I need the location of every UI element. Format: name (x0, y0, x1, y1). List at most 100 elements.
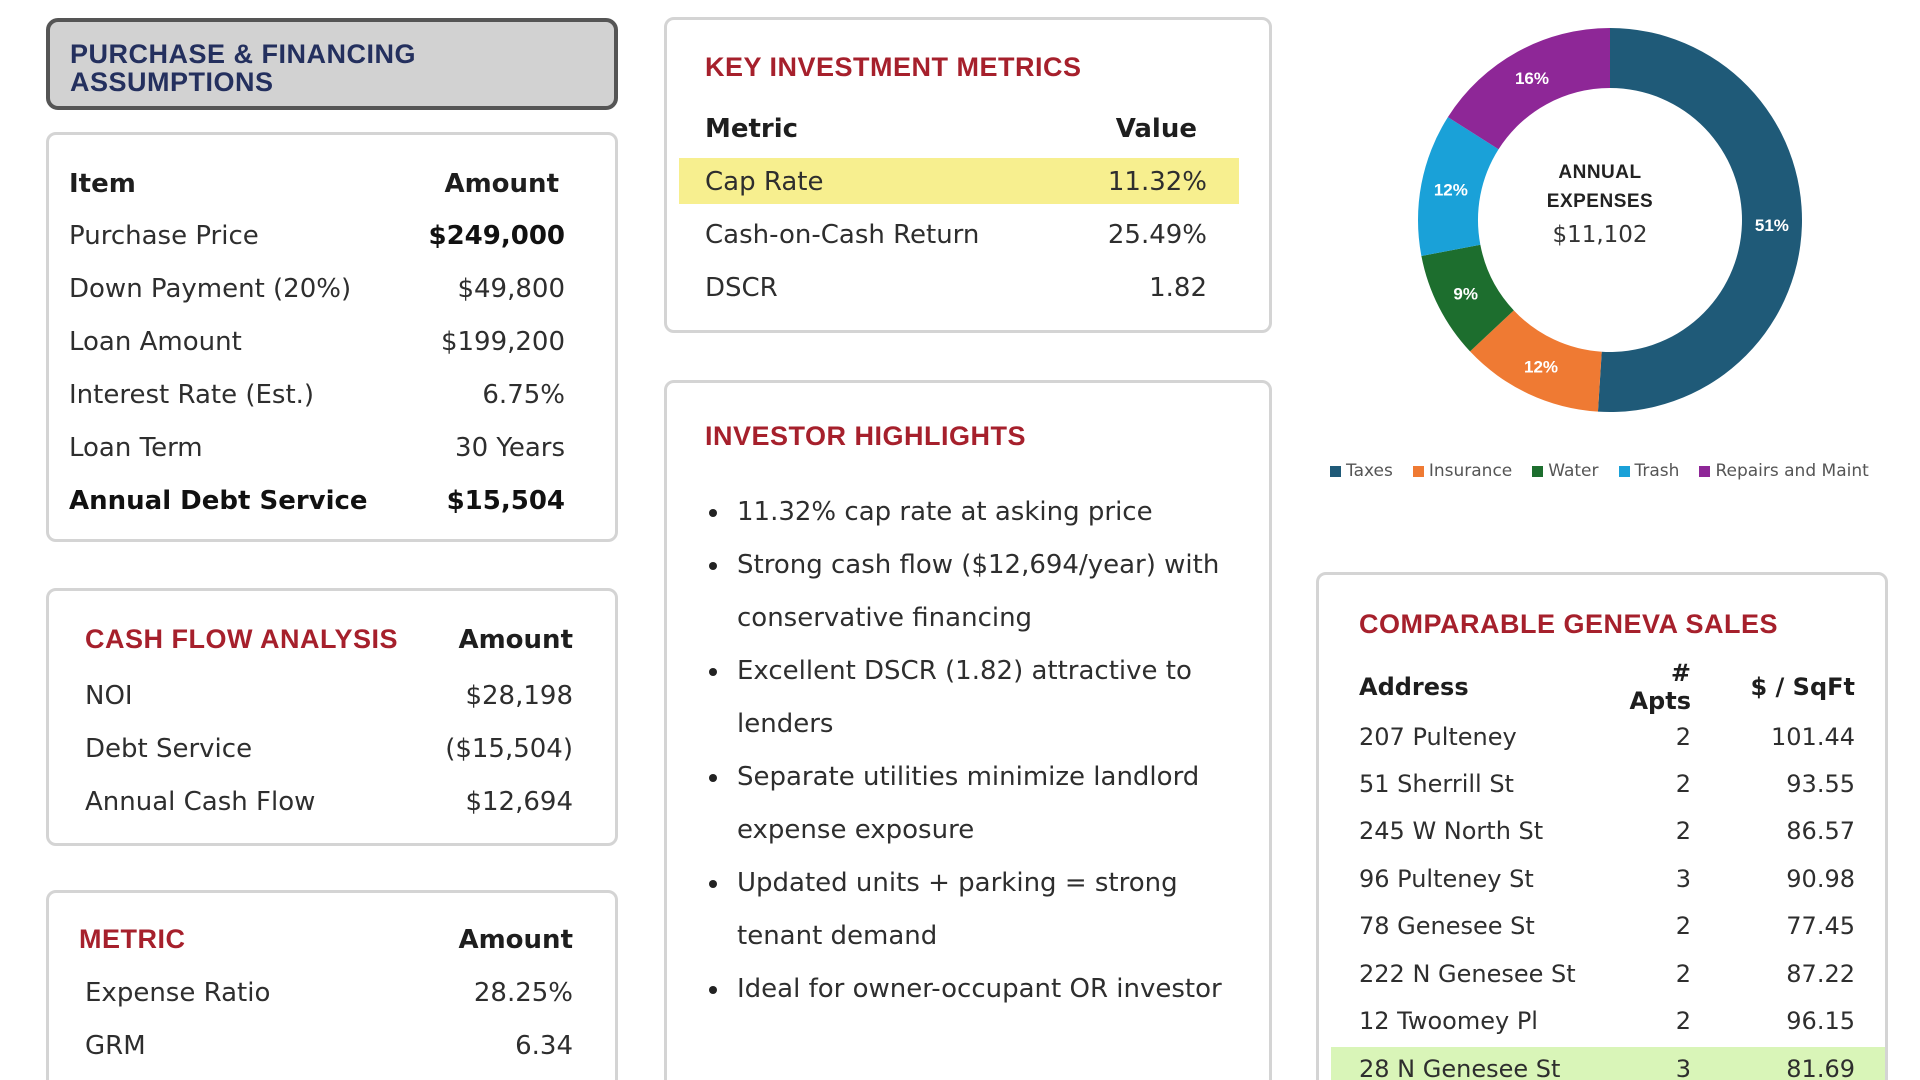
legend-swatch (1618, 465, 1630, 477)
apts-cell: 2 (1675, 816, 1691, 845)
apts-cell: 2 (1675, 1006, 1691, 1035)
chart-legend: Taxes Insurance Water Trash Repairs and … (1330, 461, 1869, 481)
legend-label: Water (1548, 461, 1599, 481)
table-header-row: Item Amount (69, 157, 565, 210)
purchase-financing-title-line2: ASSUMPTIONS (70, 67, 274, 97)
row-label: Cash-on-Cash Return (705, 219, 980, 250)
legend-label: Taxes (1346, 461, 1393, 481)
investor-highlights-title: INVESTOR HIGHLIGHTS (705, 421, 1027, 451)
table-row: Annual Cash Flow $12,694 (85, 775, 573, 828)
purchase-financing-title-line1: PURCHASE & FINANCING (70, 39, 417, 69)
table-header-row: METRIC Amount (79, 913, 573, 966)
cash-flow-title: CASH FLOW ANALYSIS (85, 624, 399, 654)
table-row: DSCR 1.82 (705, 261, 1207, 314)
donut-center-line2: EXPENSES (1546, 191, 1654, 212)
legend-swatch (1532, 465, 1544, 477)
address-cell: 28 N Genesee St (1359, 1054, 1561, 1080)
highlights-list: 11.32% cap rate at asking price Strong c… (709, 486, 1237, 1016)
address-cell: 207 Pulteney (1359, 722, 1517, 751)
highlighted-row-background (1331, 1047, 1885, 1080)
donut-slice-trash (1418, 117, 1499, 256)
table-row: Cash-on-Cash Return 25.49% (705, 208, 1207, 261)
donut-center-value: $11,102 (1552, 222, 1648, 248)
legend-item: Taxes (1330, 461, 1393, 481)
donut-data-label: 9% (1453, 285, 1478, 304)
donut-center-label: ANNUAL EXPENSES $11,102 (1500, 158, 1700, 248)
apts-cell: 3 (1675, 864, 1691, 893)
row-label: Loan Amount (69, 326, 242, 357)
column-header-value: Value (1115, 113, 1197, 144)
address-cell: 78 Genesee St (1359, 911, 1535, 940)
table-header-row: CASH FLOW ANALYSIS Amount (85, 613, 573, 666)
row-label: Expense Ratio (85, 977, 271, 1008)
metric-card: METRIC Amount Expense Ratio 28.25% GRM 6… (46, 890, 618, 1080)
comparable-sales-title: COMPARABLE GENEVA SALES (1359, 609, 1779, 639)
table-row: Loan Amount $199,200 (69, 315, 565, 368)
column-header-amount: Amount (458, 624, 573, 655)
row-value: 1.82 (1149, 272, 1207, 303)
row-value: $15,504 (446, 485, 565, 516)
row-label: Annual Cash Flow (85, 786, 316, 817)
row-label: Loan Term (69, 432, 203, 463)
list-item: Ideal for owner-occupant OR investor (709, 963, 1237, 1016)
table-row: Interest Rate (Est.) 6.75% (69, 368, 565, 421)
donut-slice-repairs-and-maint (1447, 28, 1610, 150)
price-per-sqft-cell: 77.45 (1786, 911, 1855, 940)
table-row: 12 Twoomey Pl 2 96.15 (1359, 997, 1855, 1045)
table-row: 222 N Genesee St 2 87.22 (1359, 950, 1855, 998)
list-item: Strong cash flow ($12,694/year) with con… (709, 539, 1237, 645)
list-item: Excellent DSCR (1.82) attractive to lend… (709, 645, 1237, 751)
legend-label: Trash (1634, 461, 1680, 481)
price-per-sqft-cell: 93.55 (1786, 769, 1855, 798)
row-value: $49,800 (457, 273, 565, 304)
price-per-sqft-cell: 96.15 (1786, 1006, 1855, 1035)
row-label: NOI (85, 680, 133, 711)
table-row: Loan Term 30 Years (69, 421, 565, 474)
annual-expenses-donut-chart: 51% 12% 9% 12% 16% (1400, 10, 1820, 430)
address-cell: 96 Pulteney St (1359, 864, 1534, 893)
donut-slice-taxes (1597, 28, 1802, 412)
table-row: 245 W North St 2 86.57 (1359, 807, 1855, 855)
list-item: Updated units + parking = strong tenant … (709, 857, 1237, 963)
purchase-financing-table: Item Amount Purchase Price $249,000 Down… (46, 132, 618, 542)
row-value: 30 Years (455, 432, 565, 463)
row-label: Cap Rate (705, 166, 824, 197)
donut-data-label: 12% (1434, 181, 1468, 200)
donut-center-line1: ANNUAL (1558, 162, 1642, 183)
apts-cell: 2 (1675, 911, 1691, 940)
apts-cell: 2 (1675, 769, 1691, 798)
apts-cell: 2 (1675, 959, 1691, 988)
table-header-row: Metric Value (705, 102, 1207, 155)
row-value: 11.32% (1107, 166, 1207, 197)
list-item: 11.32% cap rate at asking price (709, 486, 1237, 539)
legend-swatch (1330, 465, 1341, 477)
legend-swatch (1412, 465, 1424, 477)
donut-data-label: 12% (1524, 358, 1558, 377)
price-per-sqft-cell: 101.44 (1771, 722, 1855, 751)
cap-rate-highlight (679, 158, 1239, 204)
table-row: 28 N Genesee St 3 81.69 (1359, 1045, 1855, 1080)
donut-slice-insurance (1470, 310, 1602, 412)
table-row: 78 Genesee St 2 77.45 (1359, 902, 1855, 950)
price-per-sqft-cell: 86.57 (1786, 816, 1855, 845)
row-label: DSCR (705, 272, 778, 303)
row-value: 6.75% (482, 379, 565, 410)
table-row: GRM 6.34 (85, 1019, 573, 1072)
metric-title: METRIC (79, 924, 186, 954)
address-cell: 12 Twoomey Pl (1359, 1006, 1538, 1035)
column-header-price-per-sqft: $ / SqFt (1750, 672, 1855, 701)
purchase-financing-header: PURCHASE & FINANCING ASSUMPTIONS (46, 18, 618, 110)
row-label: GRM (85, 1030, 146, 1061)
row-label: Annual Debt Service (69, 485, 368, 516)
row-value: $249,000 (428, 220, 565, 251)
table-row: Expense Ratio 28.25% (85, 966, 573, 1019)
cash-flow-analysis-card: CASH FLOW ANALYSIS Amount NOI $28,198 De… (46, 588, 618, 846)
key-investment-metrics-card: KEY INVESTMENT METRICS Metric Value Cap … (664, 17, 1272, 333)
donut-data-label: 51% (1755, 216, 1789, 235)
legend-label: Insurance (1428, 461, 1513, 481)
donut-slice-water (1421, 244, 1514, 352)
table-row: NOI $28,198 (85, 669, 573, 722)
row-value: 25.49% (1107, 219, 1207, 250)
row-label: Debt Service (85, 733, 253, 764)
table-row: Purchase Price $249,000 (69, 209, 565, 262)
